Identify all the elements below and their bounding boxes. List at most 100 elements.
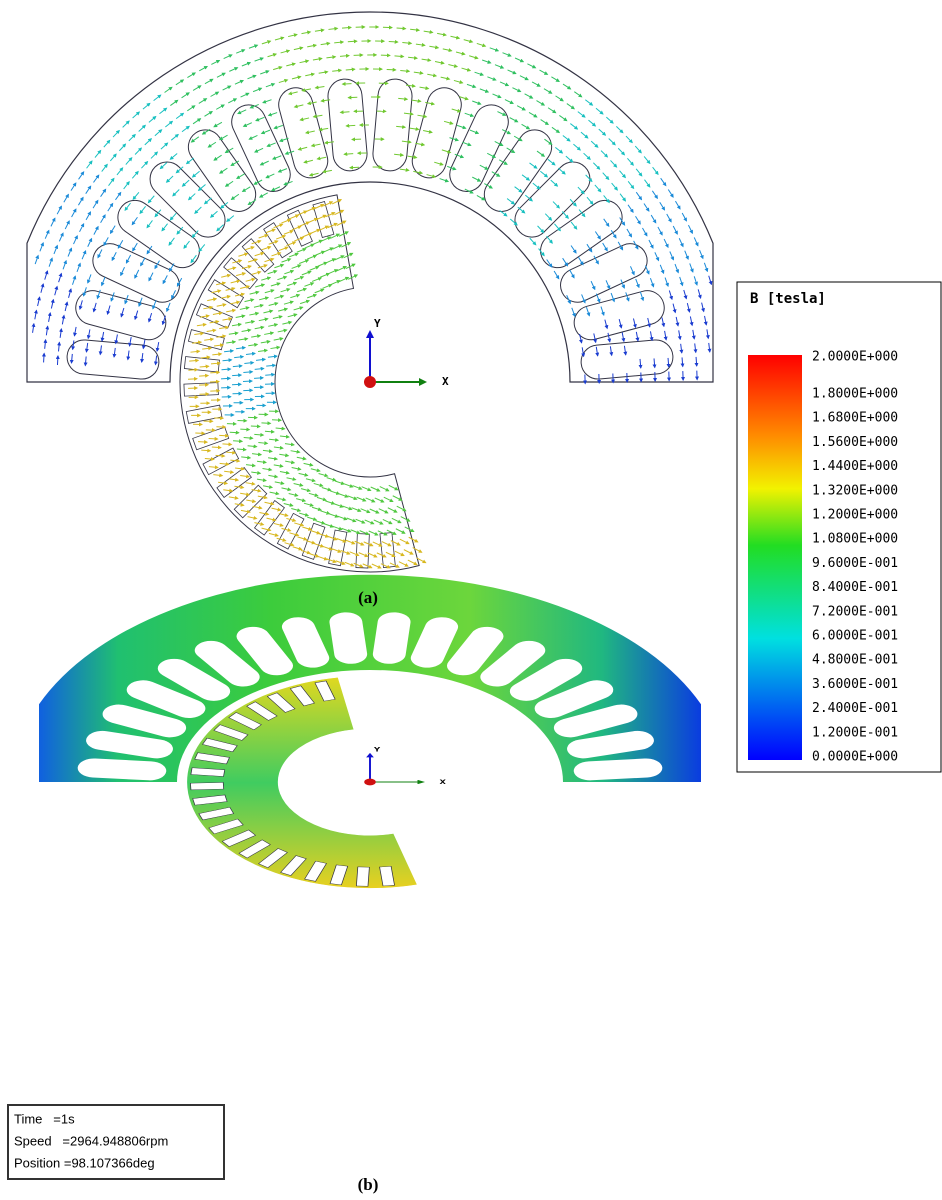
flux-arrow — [212, 447, 221, 448]
info-line: Time =1s — [14, 1111, 75, 1126]
flux-arrow — [279, 454, 288, 455]
info-line: Position =98.107366deg — [14, 1155, 155, 1170]
flux-arrow — [292, 468, 301, 470]
flux-arrow — [274, 465, 283, 467]
flux-arrow — [355, 541, 364, 545]
legend-label: 6.0000E-001 — [812, 629, 898, 644]
flux-arrow — [281, 219, 290, 223]
legend-label: 1.2000E-001 — [812, 725, 898, 740]
flux-arrow — [246, 279, 255, 281]
flux-arrow — [359, 553, 368, 557]
flux-arrow — [291, 509, 300, 511]
flux-arrow — [254, 523, 263, 525]
flux-arrow — [232, 324, 241, 326]
flux-arrow — [300, 301, 309, 304]
flux-arrow — [188, 379, 197, 380]
flux-arrow — [305, 244, 314, 248]
flux-arrow — [273, 316, 282, 318]
flux-arrow — [243, 372, 252, 373]
x-axis-label: X — [439, 779, 446, 786]
y-axis-label: Y — [374, 746, 381, 753]
flux-arrow — [221, 275, 230, 277]
flux-arrow — [324, 248, 333, 252]
legend-label: 2.4000E-001 — [812, 701, 898, 716]
color-bar — [748, 355, 802, 760]
flux-arrow — [307, 517, 316, 520]
flux-arrow — [309, 493, 318, 496]
flux-arrow — [346, 540, 355, 544]
flux-arrow — [315, 205, 324, 209]
flux-arrow — [262, 468, 271, 469]
y-axis-label: Y — [374, 317, 381, 330]
flux-arrow — [259, 512, 268, 514]
flux-arrow — [293, 547, 302, 550]
flux-arrow — [320, 511, 329, 514]
flux-arrow — [346, 125, 355, 126]
flux-arrow — [339, 277, 348, 281]
flux-arrow — [331, 281, 340, 285]
flux-arrow — [235, 468, 244, 469]
flux-arrow — [267, 518, 276, 520]
flux-arrow — [271, 253, 280, 256]
flux-arrow — [241, 457, 250, 458]
flux-arrow — [345, 562, 354, 566]
flux-arrow — [233, 366, 242, 367]
flux-arrow — [298, 537, 307, 540]
flux-arrow — [306, 479, 315, 481]
flux-arrow — [254, 434, 263, 435]
flux-arrow — [291, 451, 300, 453]
flux-arrow — [294, 277, 303, 280]
flux-arrow — [356, 519, 365, 523]
flux-arrow — [289, 215, 298, 219]
flux-arrow — [282, 322, 291, 324]
flux-arrow — [210, 372, 219, 373]
flux-arrow — [252, 454, 261, 455]
flux-arrow — [339, 494, 348, 497]
rotor-slot — [208, 280, 243, 308]
legend-label: 4.8000E-001 — [812, 653, 898, 668]
flux-arrow — [350, 552, 359, 556]
flux-arrow — [364, 542, 373, 546]
flux-arrow — [284, 302, 293, 305]
flux-arrow — [189, 360, 198, 361]
flux-arrow — [302, 527, 311, 530]
field-vector-plot: YX — [27, 12, 713, 572]
flux-arrow — [259, 319, 268, 321]
flux-arrow — [194, 333, 203, 334]
flux-arrow — [297, 249, 306, 253]
flux-arrow — [341, 550, 350, 554]
flux-arrow — [297, 289, 306, 292]
flux-arrow — [234, 357, 243, 358]
flux-arrow — [391, 541, 400, 545]
flux-arrow — [300, 222, 309, 226]
flux-arrow — [279, 513, 288, 515]
flux-arrow — [384, 497, 393, 501]
flux-arrow — [304, 503, 313, 506]
flux-arrow — [269, 533, 278, 535]
flux-arrow — [255, 285, 264, 287]
flux-arrow — [302, 271, 311, 274]
flux-arrow — [227, 268, 236, 270]
rotor-slot — [224, 258, 258, 289]
flux-arrow — [401, 517, 410, 522]
flux-arrow — [329, 514, 338, 517]
flux-arrow — [245, 321, 254, 323]
flux-arrow — [197, 324, 206, 325]
flux-arrow — [220, 463, 229, 464]
flux-arrow — [248, 446, 257, 447]
rotor-slot — [302, 523, 325, 559]
flux-arrow — [382, 542, 391, 546]
flux-arrow — [284, 271, 293, 274]
info-box: Time =1s Speed =2964.948806rpm Position … — [8, 1105, 224, 1179]
flux-arrow — [347, 518, 356, 522]
flux-arrow — [218, 482, 227, 483]
flux-arrow — [269, 303, 278, 305]
flux-arrow — [243, 381, 252, 382]
flux-arrow — [388, 508, 397, 512]
flux-arrow — [263, 486, 272, 488]
flux-arrow — [308, 219, 317, 223]
flux-arrow — [235, 294, 244, 296]
flux-arrow — [236, 348, 245, 349]
flux-arrow — [316, 521, 325, 524]
flux-arrow — [268, 475, 277, 477]
